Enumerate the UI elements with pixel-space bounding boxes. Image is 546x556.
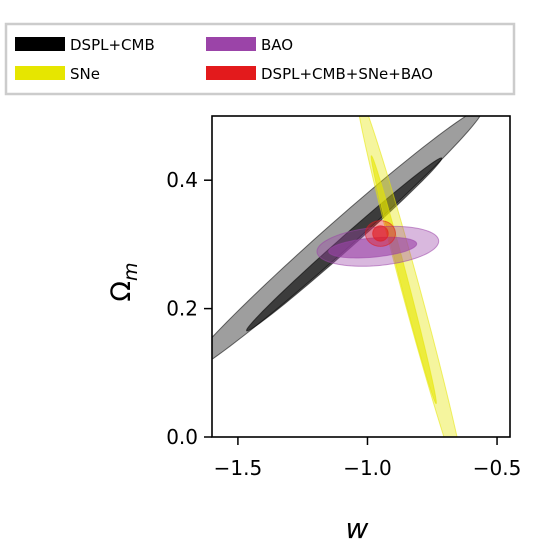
contour-dspl-cmb-sne-bao-1-sigma xyxy=(372,225,389,242)
plot-frame xyxy=(211,115,511,438)
x-tick-label: −1.0 xyxy=(343,456,392,480)
y-axis-label-subscript: m xyxy=(120,262,142,281)
legend-label-sne: SNe xyxy=(70,65,100,83)
legend-swatch-bao xyxy=(206,37,256,51)
contour-layer xyxy=(212,116,481,437)
legend-label-bao: BAO xyxy=(261,36,293,54)
x-tick-label: −0.5 xyxy=(473,456,522,480)
legend-label-dspl-cmb: DSPL+CMB xyxy=(70,36,155,54)
y-axis-ticks: 0.0 0.2 0.4 xyxy=(166,168,212,449)
contour-sne-1-sigma xyxy=(370,155,437,405)
y-axis-label-main: Ω xyxy=(106,281,137,302)
legend-swatch-dspl-cmb xyxy=(15,37,65,51)
legend-label-combined: DSPL+CMB+SNe+BAO xyxy=(261,65,433,83)
svg-text:Ωm: Ωm xyxy=(106,262,142,301)
legend-swatch-combined xyxy=(206,66,256,80)
y-tick-label: 0.0 xyxy=(166,425,198,449)
y-tick-label: 0.4 xyxy=(166,168,198,192)
x-axis-ticks: −1.5 −1.0 −0.5 xyxy=(214,437,522,480)
y-tick-label: 0.2 xyxy=(166,297,198,321)
y-axis-label: Ωm xyxy=(106,262,142,301)
legend: DSPL+CMB BAO SNe DSPL+CMB+SNe+BAO xyxy=(4,22,516,96)
x-tick-label: −1.5 xyxy=(214,456,263,480)
x-axis-label: w xyxy=(346,512,369,545)
legend-frame xyxy=(4,22,516,96)
legend-swatch-sne xyxy=(15,66,65,80)
